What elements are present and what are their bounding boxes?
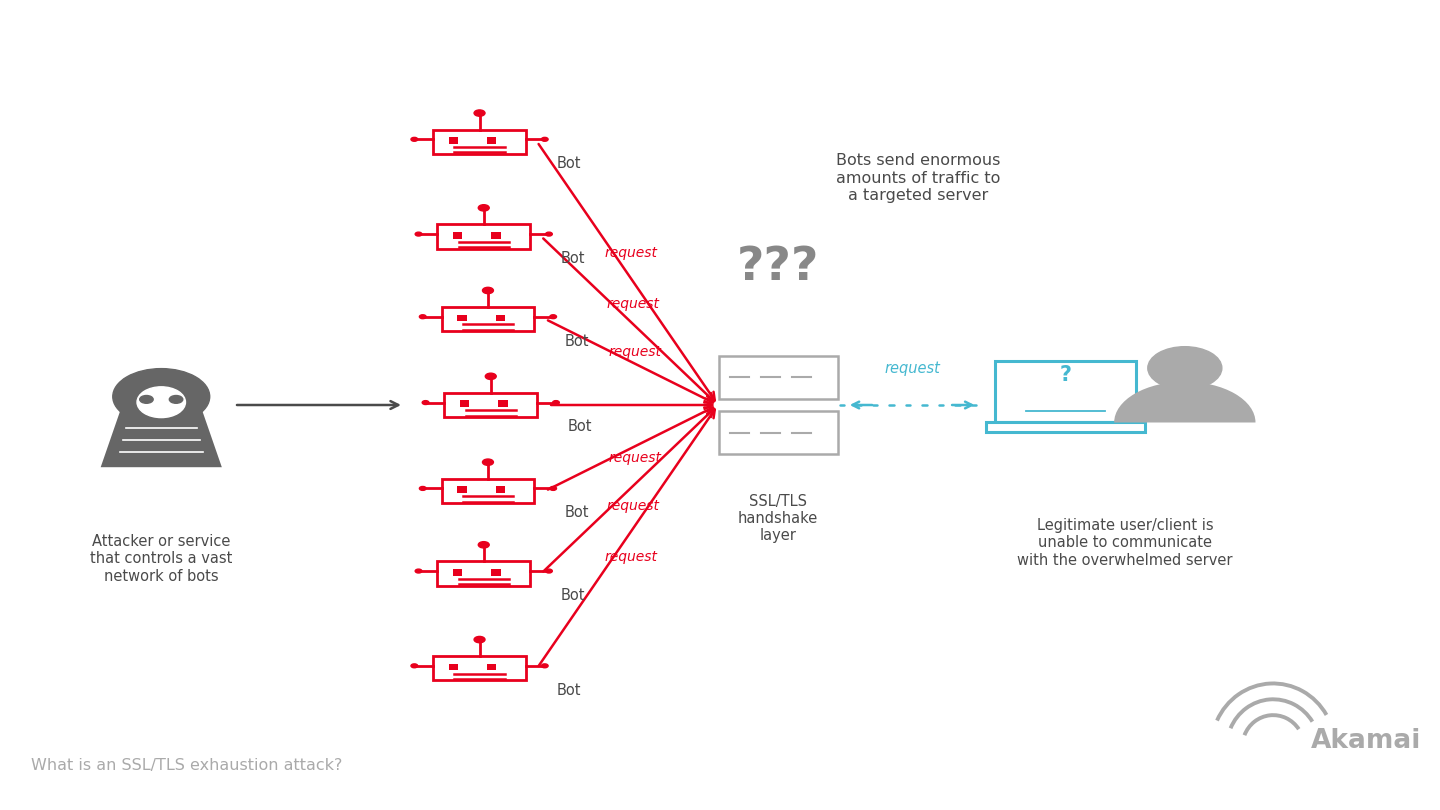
Circle shape xyxy=(482,459,494,465)
Text: Bot: Bot xyxy=(560,251,586,266)
Text: Bot: Bot xyxy=(557,156,582,171)
FancyBboxPatch shape xyxy=(491,569,501,576)
Text: request: request xyxy=(605,245,658,260)
FancyBboxPatch shape xyxy=(459,400,469,407)
FancyBboxPatch shape xyxy=(487,663,497,671)
Circle shape xyxy=(140,395,153,403)
Circle shape xyxy=(170,395,183,403)
Wedge shape xyxy=(1115,382,1256,423)
Circle shape xyxy=(422,401,429,404)
Circle shape xyxy=(485,373,497,380)
Circle shape xyxy=(541,138,549,141)
Circle shape xyxy=(550,487,556,490)
Circle shape xyxy=(415,569,422,573)
FancyBboxPatch shape xyxy=(995,361,1136,421)
FancyBboxPatch shape xyxy=(498,400,507,407)
Text: Bot: Bot xyxy=(564,334,589,348)
Circle shape xyxy=(474,637,485,643)
FancyBboxPatch shape xyxy=(454,232,462,239)
Circle shape xyxy=(410,138,418,141)
Text: Legitimate user/client is
unable to communicate
with the overwhelmed server: Legitimate user/client is unable to comm… xyxy=(1018,518,1233,568)
FancyBboxPatch shape xyxy=(445,393,537,417)
Text: request: request xyxy=(605,550,658,565)
Circle shape xyxy=(415,232,422,236)
Circle shape xyxy=(482,288,494,294)
Text: request: request xyxy=(606,499,660,513)
Circle shape xyxy=(478,542,490,548)
Circle shape xyxy=(419,487,426,490)
Text: Bot: Bot xyxy=(557,683,582,697)
FancyBboxPatch shape xyxy=(454,569,462,576)
FancyBboxPatch shape xyxy=(438,561,530,586)
FancyBboxPatch shape xyxy=(719,411,838,454)
Text: What is an SSL/TLS exhaustion attack?: What is an SSL/TLS exhaustion attack? xyxy=(30,758,343,773)
FancyBboxPatch shape xyxy=(438,224,530,249)
Polygon shape xyxy=(101,409,222,467)
Circle shape xyxy=(550,315,556,318)
FancyBboxPatch shape xyxy=(986,421,1145,433)
Text: Bots send enormous
amounts of traffic to
a targeted server: Bots send enormous amounts of traffic to… xyxy=(837,153,1001,203)
Text: Bot: Bot xyxy=(567,420,592,434)
FancyBboxPatch shape xyxy=(458,314,467,322)
Text: request: request xyxy=(606,297,660,311)
Text: Bot: Bot xyxy=(560,588,586,603)
Text: request: request xyxy=(609,451,661,466)
FancyBboxPatch shape xyxy=(449,137,458,144)
Circle shape xyxy=(112,369,210,424)
FancyBboxPatch shape xyxy=(433,656,526,680)
Text: SSL/TLS
handshake
layer: SSL/TLS handshake layer xyxy=(739,493,818,544)
FancyBboxPatch shape xyxy=(495,314,505,322)
FancyBboxPatch shape xyxy=(491,232,501,239)
FancyBboxPatch shape xyxy=(487,137,497,144)
FancyBboxPatch shape xyxy=(449,663,458,671)
Circle shape xyxy=(546,232,553,236)
Text: ???: ??? xyxy=(737,245,819,290)
Text: ?: ? xyxy=(1060,364,1071,385)
Circle shape xyxy=(410,664,418,667)
FancyBboxPatch shape xyxy=(719,356,838,399)
FancyBboxPatch shape xyxy=(495,486,505,493)
FancyBboxPatch shape xyxy=(458,486,467,493)
Circle shape xyxy=(1148,347,1223,390)
Circle shape xyxy=(553,401,559,404)
Text: Akamai: Akamai xyxy=(1310,728,1421,754)
Text: Attacker or service
that controls a vast
network of bots: Attacker or service that controls a vast… xyxy=(91,534,232,584)
Circle shape xyxy=(541,664,549,667)
Circle shape xyxy=(419,315,426,318)
Text: request: request xyxy=(884,361,940,376)
FancyBboxPatch shape xyxy=(442,307,534,331)
Text: Bot: Bot xyxy=(564,505,589,520)
Ellipse shape xyxy=(137,387,186,418)
Circle shape xyxy=(478,205,490,211)
Circle shape xyxy=(474,110,485,117)
FancyBboxPatch shape xyxy=(442,479,534,503)
Text: request: request xyxy=(609,344,661,359)
Circle shape xyxy=(546,569,553,573)
FancyBboxPatch shape xyxy=(433,130,526,154)
